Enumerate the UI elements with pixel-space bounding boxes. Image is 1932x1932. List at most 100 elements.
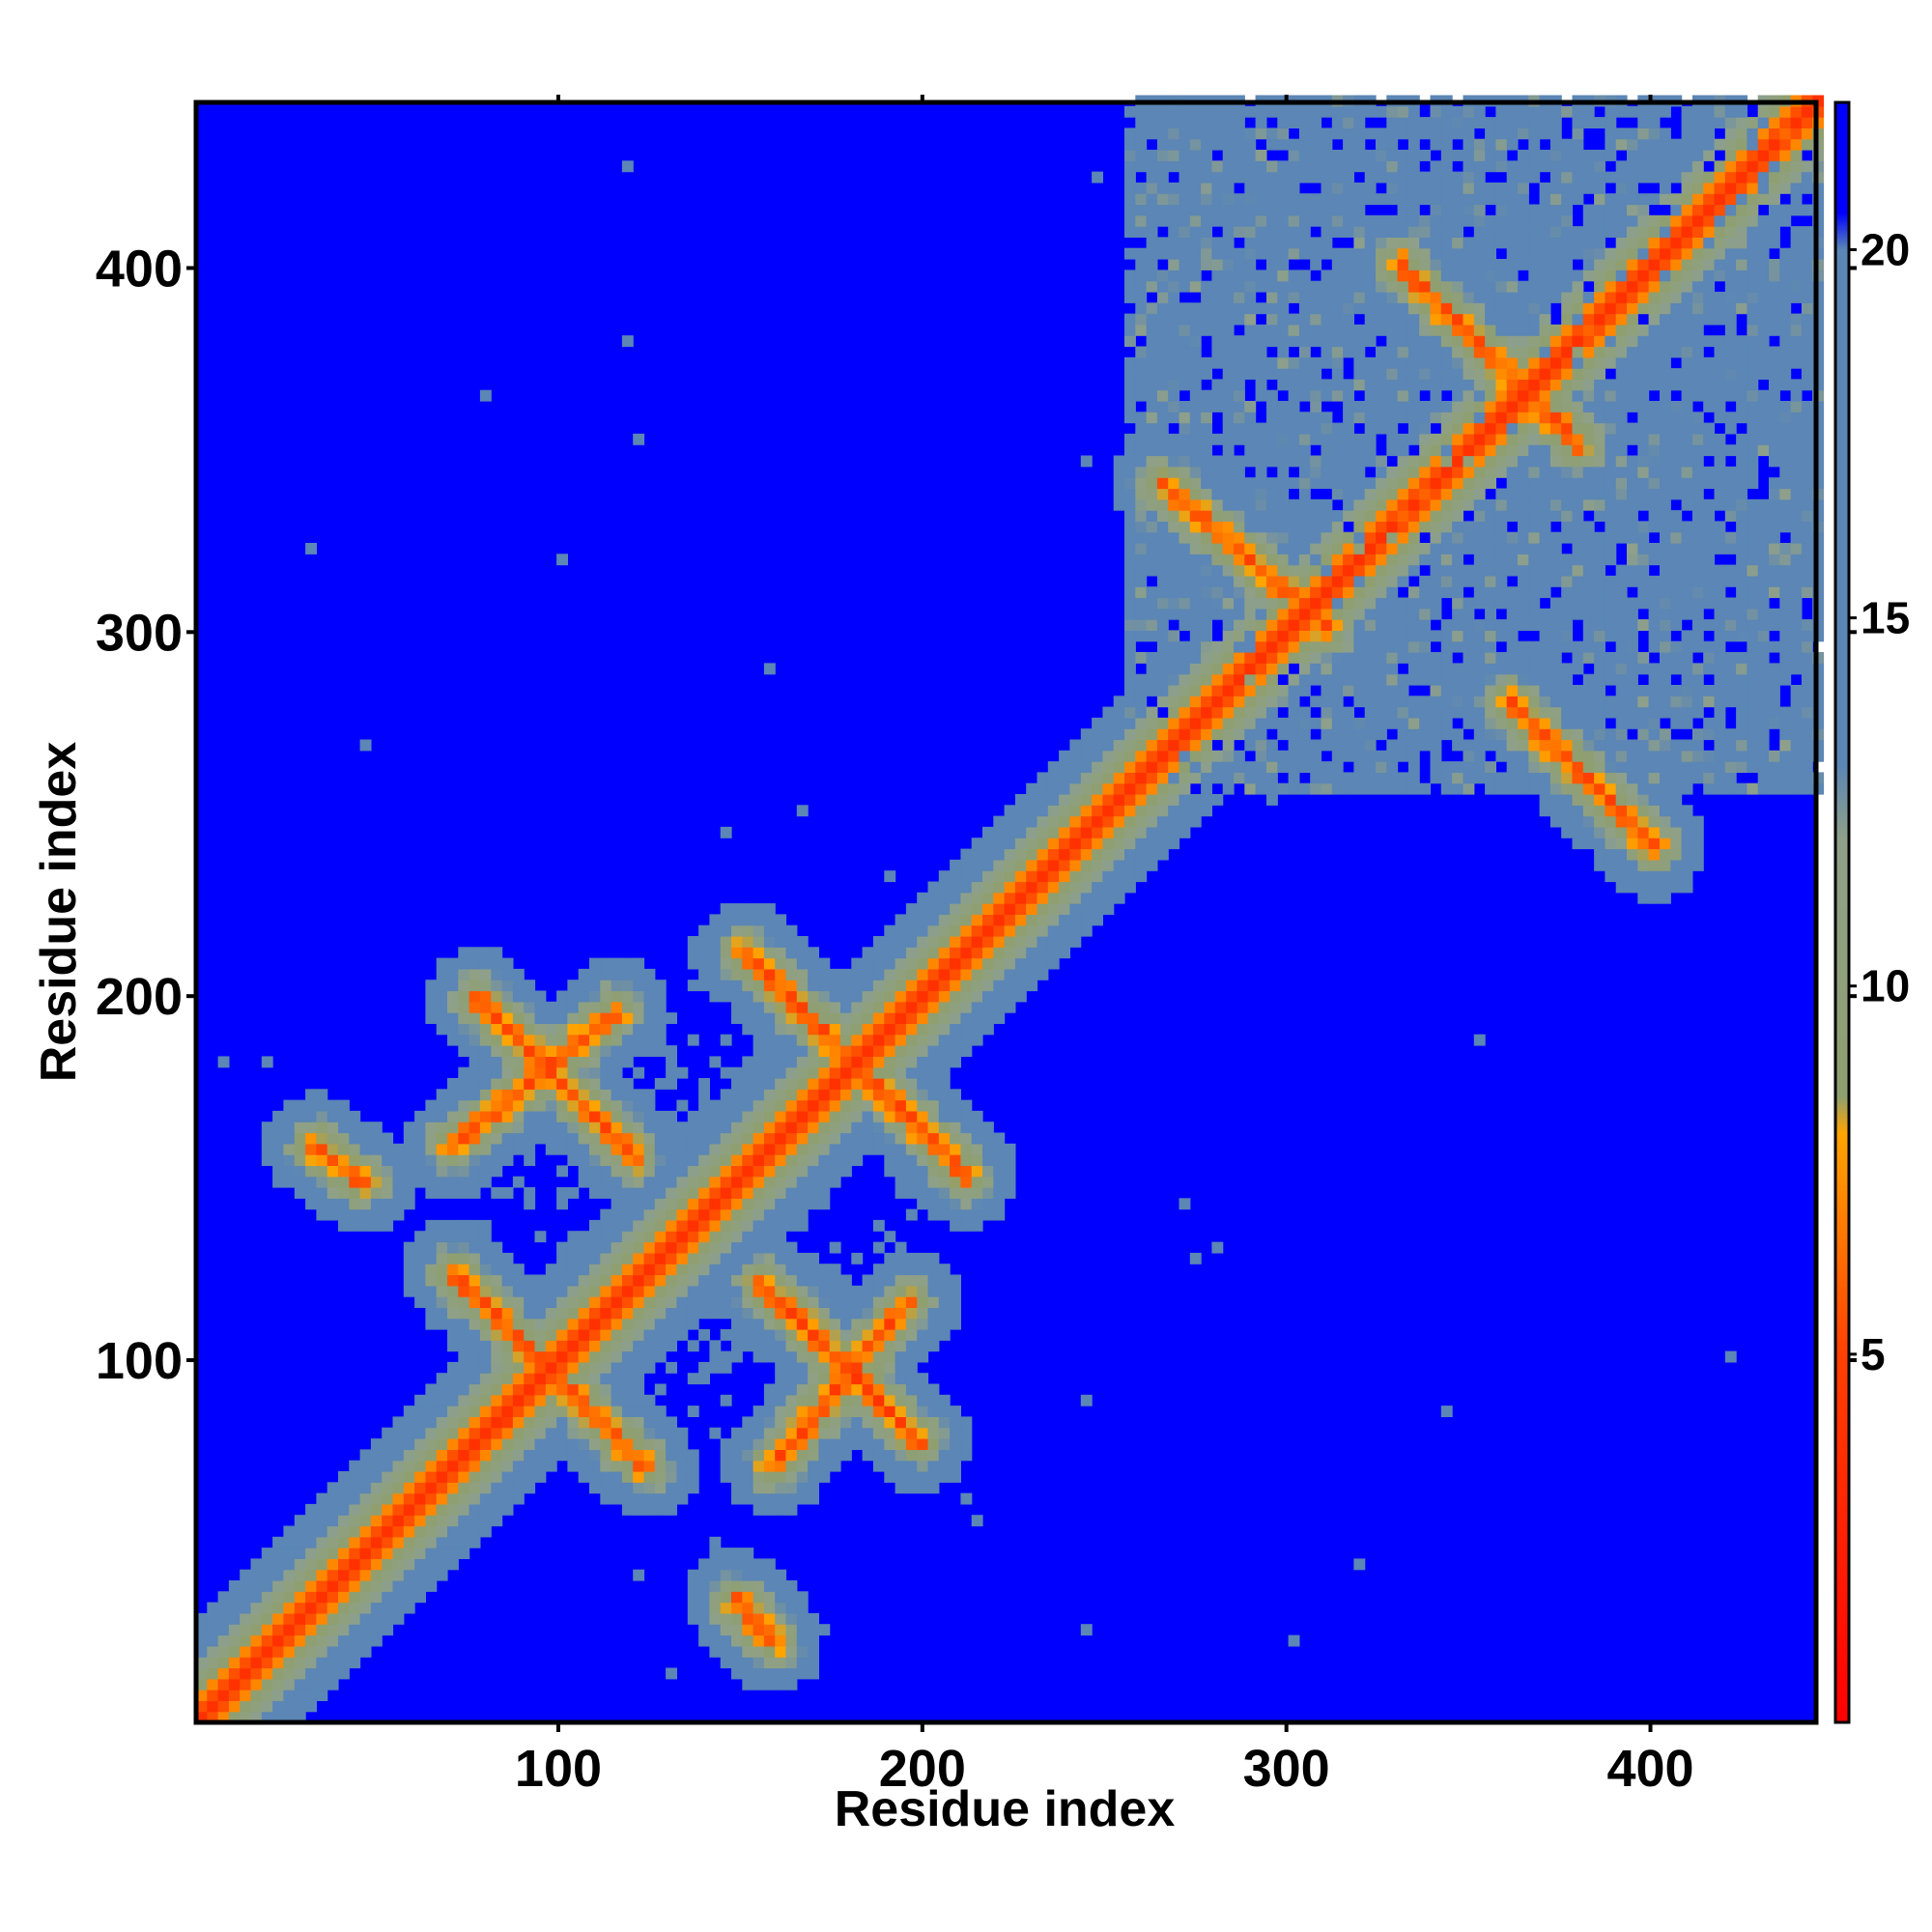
heatmap-cell bbox=[1430, 772, 1442, 784]
heatmap-cell bbox=[829, 1394, 841, 1406]
heatmap-cell bbox=[425, 1001, 438, 1013]
heatmap-cell bbox=[1234, 150, 1245, 161]
heatmap-cell bbox=[1321, 640, 1333, 653]
heatmap-cell bbox=[1277, 685, 1290, 696]
heatmap-cell bbox=[1364, 247, 1377, 260]
heatmap-cell bbox=[1331, 433, 1344, 445]
heatmap-cell bbox=[1376, 292, 1387, 303]
heatmap-cell bbox=[742, 1056, 754, 1068]
heatmap-cell bbox=[872, 1045, 885, 1057]
heatmap-cell bbox=[556, 1449, 568, 1462]
heatmap-cell bbox=[207, 1667, 219, 1680]
heatmap-cell bbox=[785, 1492, 798, 1505]
heatmap-cell bbox=[676, 1296, 689, 1308]
heatmap-cell bbox=[720, 1580, 732, 1592]
heatmap-cell bbox=[545, 1296, 557, 1308]
heatmap-cell bbox=[785, 1449, 798, 1462]
heatmap-cell bbox=[950, 1427, 961, 1439]
heatmap-cell bbox=[872, 1023, 885, 1036]
heatmap-cell bbox=[1047, 924, 1060, 937]
heatmap-cell bbox=[1124, 794, 1136, 806]
heatmap-cell bbox=[228, 1657, 241, 1669]
heatmap-cell bbox=[927, 1329, 940, 1341]
heatmap-cell bbox=[1168, 270, 1180, 282]
heatmap-cell bbox=[1298, 652, 1311, 664]
heatmap-cell bbox=[611, 1187, 623, 1199]
heatmap-cell bbox=[611, 968, 623, 980]
heatmap-cell bbox=[1234, 368, 1245, 380]
heatmap-cell bbox=[666, 1110, 677, 1122]
heatmap-cell bbox=[709, 1231, 722, 1243]
heatmap-cell bbox=[917, 1056, 929, 1068]
heatmap-cell bbox=[545, 1122, 557, 1134]
heatmap-cell bbox=[1244, 739, 1257, 752]
heatmap-cell bbox=[872, 1056, 885, 1068]
heatmap-cell bbox=[1201, 466, 1212, 478]
heatmap-cell bbox=[818, 1001, 831, 1013]
heatmap-cell bbox=[676, 1066, 689, 1079]
heatmap-cell bbox=[207, 1657, 219, 1669]
heatmap-cell bbox=[763, 1099, 776, 1112]
heatmap-cell bbox=[621, 1132, 634, 1145]
heatmap-cell bbox=[370, 1176, 383, 1188]
heatmap-cell bbox=[305, 1667, 317, 1680]
heatmap-cell bbox=[414, 1515, 426, 1527]
heatmap-cell bbox=[589, 1296, 601, 1308]
heatmap-cell bbox=[1135, 564, 1148, 577]
heatmap-cell bbox=[338, 1569, 350, 1581]
heatmap-cell bbox=[217, 1624, 230, 1636]
heatmap-cell bbox=[1211, 247, 1224, 260]
heatmap-cell bbox=[589, 1099, 601, 1112]
heatmap-cell bbox=[240, 1624, 252, 1636]
heatmap-cell bbox=[917, 1078, 929, 1090]
heatmap-cell bbox=[567, 1252, 580, 1264]
heatmap-cell bbox=[458, 1252, 470, 1264]
heatmap-cell bbox=[763, 1198, 776, 1210]
heatmap-cell bbox=[927, 903, 940, 915]
heatmap-cell bbox=[1124, 881, 1136, 894]
heatmap-cell bbox=[1353, 466, 1366, 478]
heatmap-cell bbox=[491, 980, 503, 992]
heatmap-cell bbox=[917, 1329, 929, 1341]
heatmap-cell bbox=[1201, 455, 1212, 468]
heatmap-cell bbox=[1222, 193, 1235, 206]
heatmap-cell bbox=[895, 1252, 907, 1264]
heatmap-cell bbox=[479, 1394, 492, 1406]
heatmap-cell bbox=[1407, 335, 1420, 348]
heatmap-cell bbox=[1156, 696, 1169, 708]
heatmap-cell bbox=[1298, 554, 1311, 566]
heatmap-cell bbox=[1201, 543, 1212, 554]
heatmap-cell bbox=[1376, 150, 1387, 161]
heatmap-cell bbox=[621, 1012, 634, 1024]
heatmap-cell bbox=[982, 1165, 994, 1178]
heatmap-cell bbox=[425, 1285, 438, 1297]
heatmap-cell bbox=[1026, 848, 1038, 861]
heatmap-cell bbox=[818, 1340, 831, 1352]
heatmap-cell bbox=[938, 1285, 951, 1297]
heatmap-cell bbox=[1146, 630, 1158, 642]
heatmap-cell bbox=[1364, 586, 1377, 599]
heatmap-cell bbox=[905, 1165, 918, 1178]
heatmap-cell bbox=[1211, 292, 1224, 303]
heatmap-cell bbox=[884, 1143, 896, 1155]
heatmap-cell bbox=[611, 1023, 623, 1036]
heatmap-cell bbox=[1277, 652, 1290, 664]
heatmap-cell bbox=[1179, 455, 1191, 468]
heatmap-cell bbox=[982, 1132, 994, 1145]
heatmap-cell bbox=[982, 903, 994, 915]
heatmap-cell bbox=[512, 1329, 525, 1341]
heatmap-cell bbox=[698, 1624, 710, 1636]
heatmap-cell bbox=[1102, 826, 1115, 838]
heatmap-cell bbox=[775, 1252, 787, 1264]
heatmap-cell bbox=[567, 1438, 580, 1450]
heatmap-cell bbox=[862, 1285, 874, 1297]
heatmap-cell bbox=[1156, 214, 1169, 227]
heatmap-cell bbox=[1179, 412, 1191, 424]
heatmap-cell bbox=[556, 1122, 568, 1134]
heatmap-cell bbox=[950, 1318, 961, 1330]
heatmap-cell bbox=[217, 1690, 230, 1701]
heatmap-cell bbox=[1407, 510, 1420, 522]
heatmap-cell bbox=[905, 1264, 918, 1276]
heatmap-cell bbox=[808, 1023, 819, 1036]
heatmap-cell bbox=[1211, 531, 1224, 544]
